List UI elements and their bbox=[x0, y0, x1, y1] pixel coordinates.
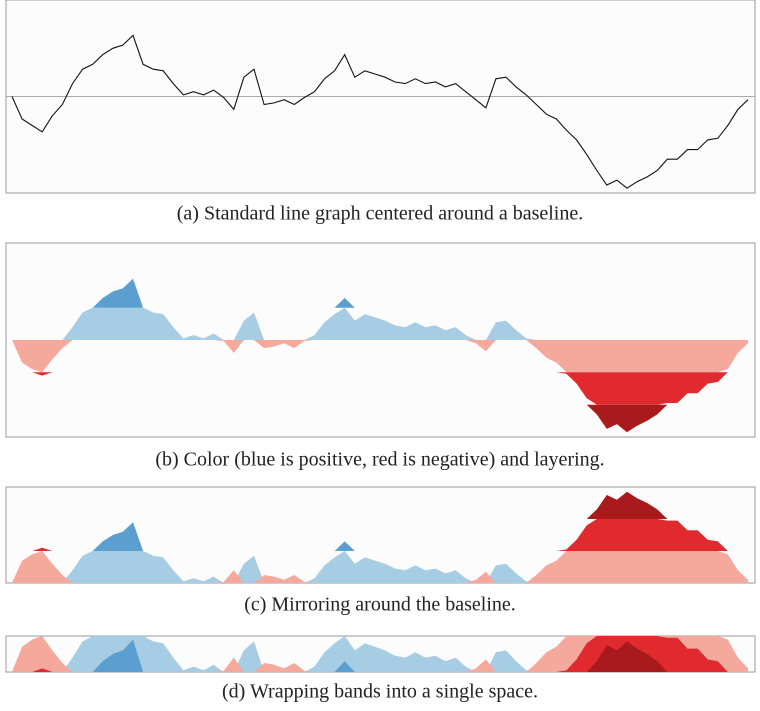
line bbox=[11, 34, 749, 189]
caption: (a) Standard line graph centered around … bbox=[177, 203, 583, 225]
negative-band bbox=[12, 519, 748, 551]
panel bbox=[5, 242, 756, 438]
plot-area bbox=[12, 636, 748, 672]
negative-band bbox=[12, 404, 748, 433]
negative-band bbox=[12, 636, 748, 672]
negative-band bbox=[12, 641, 748, 672]
caption: (c) Mirroring around the baseline. bbox=[244, 594, 516, 616]
plot-area bbox=[12, 278, 748, 433]
plot-area bbox=[6, 34, 755, 189]
panel bbox=[5, 486, 756, 584]
panel bbox=[5, 0, 756, 194]
negative-band bbox=[12, 372, 748, 405]
negative-band bbox=[12, 340, 748, 373]
positive-band bbox=[12, 551, 748, 583]
negative-band bbox=[12, 551, 748, 583]
negative-band bbox=[12, 636, 748, 672]
negative-band bbox=[12, 491, 748, 519]
positive-band bbox=[12, 307, 748, 340]
positive-band bbox=[12, 636, 748, 672]
caption: (d) Wrapping bands into a single space. bbox=[222, 681, 538, 703]
caption: (b) Color (blue is positive, red is nega… bbox=[155, 449, 604, 471]
panel bbox=[5, 635, 756, 673]
plot-area bbox=[12, 491, 748, 583]
